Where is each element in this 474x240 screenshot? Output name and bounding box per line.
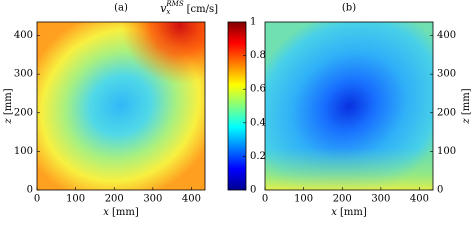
panel-label: (b) [342,3,356,14]
heatmaps [37,22,433,190]
y-axis-var: z [461,118,472,125]
colorbar-tick-label: 1 [250,17,256,28]
heatmap-a-hot [37,22,205,190]
colorbar-symbol: v [160,2,167,15]
y-tick-label: 100 [437,146,456,157]
x-axis-var: x [331,207,337,218]
x-tick-label: 400 [410,194,429,205]
panel-label: (a) [114,3,128,14]
colorbar-tick-label: 0.2 [250,151,266,162]
x-axis-unit: [mm] [340,207,367,218]
x-tick-label: 400 [182,194,201,205]
plot-frame [264,21,434,191]
y-tick-label: 0 [27,185,33,196]
y-tick-label: 400 [437,30,456,41]
y-axis-label: z [mm] [461,88,472,124]
y-tick-label: 200 [14,107,33,118]
x-tick-label: 100 [66,194,85,205]
x-tick-label: 200 [333,194,352,205]
x-axis-label: x [mm] [331,207,367,218]
heatmap-b-edge [265,22,433,190]
y-axis-unit: [mm] [3,88,14,115]
colorbar-superscript: RMS [165,0,183,8]
x-tick-label: 300 [143,194,162,205]
colorbar-tick-label: 0.4 [250,117,266,128]
colorbar-label: vxRMS [cm/s] [160,0,218,16]
colorbar-unit: [cm/s] [187,4,218,15]
colorbar-tick-label: 0.8 [250,50,266,61]
y-tick-label: 200 [437,107,456,118]
colorbar [227,21,247,191]
x-tick-label: 100 [294,194,313,205]
x-axis-label: x [mm] [103,207,139,218]
x-axis-var: x [103,207,109,218]
y-tick-label: 300 [14,69,33,80]
x-tick-label: 300 [371,194,390,205]
y-axis-unit: [mm] [461,88,472,115]
x-axis-unit: [mm] [112,207,139,218]
x-tick-label: 0 [34,194,40,205]
x-tick-label: 0 [262,194,268,205]
y-axis-var: z [3,118,14,125]
colorbar-tick-label: 0 [250,185,256,196]
colorbar-subscript: x [166,8,170,16]
y-tick-label: 400 [14,30,33,41]
x-tick-label: 200 [105,194,124,205]
y-tick-label: 0 [437,185,443,196]
plot-frame [36,21,206,191]
y-axis-label: z [mm] [3,88,14,124]
colorbar-tick-label: 0.6 [250,84,266,95]
y-tick-label: 100 [14,146,33,157]
y-tick-label: 300 [437,69,456,80]
